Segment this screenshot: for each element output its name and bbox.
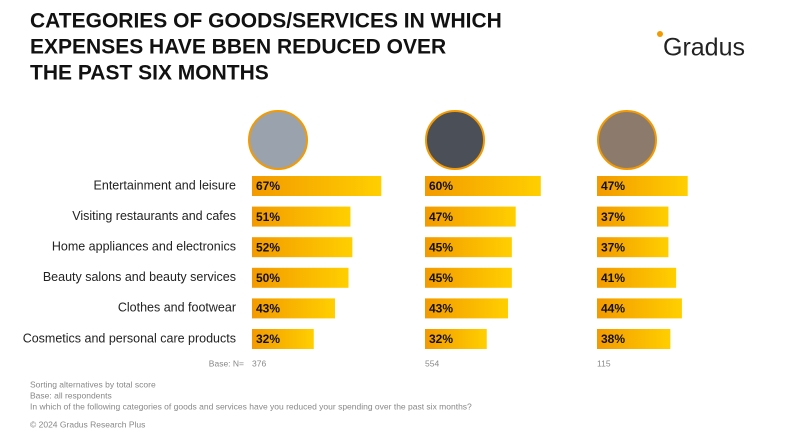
logo-text: Gradus [663, 34, 745, 62]
value-label: 37% [601, 210, 625, 224]
base-n: 115 [597, 358, 611, 368]
value-label: 67% [256, 179, 280, 193]
bar [252, 176, 382, 196]
bar [597, 267, 677, 288]
bar [425, 267, 512, 288]
avatar [248, 110, 308, 170]
title-line: CATEGORIES OF GOODS/SERVICES IN WHICH [30, 10, 502, 33]
value-label: 50% [256, 271, 280, 285]
base-label: Base: N= [209, 358, 244, 368]
value-label: 45% [429, 271, 453, 285]
value-label: 32% [429, 332, 453, 346]
value-label: 52% [256, 240, 280, 254]
category-label: Home appliances and electronics [52, 239, 236, 253]
bar [425, 237, 512, 258]
bar [597, 206, 669, 227]
category-label: Clothes and footwear [118, 301, 236, 315]
copyright: © 2024 Gradus Research Plus [30, 419, 145, 429]
category-label: Cosmetics and personal care products [23, 331, 236, 345]
title-line: THE PAST SIX MONTHS [30, 62, 269, 85]
bar [597, 176, 688, 196]
bar [252, 267, 349, 288]
title-line: EXPENSES HAVE BBEN REDUCED OVER [30, 36, 446, 59]
footnote: In which of the following categories of … [30, 401, 472, 411]
footnote: Sorting alternatives by total score [30, 379, 156, 389]
avatar [425, 110, 485, 170]
bar [252, 206, 351, 227]
value-label: 43% [256, 302, 280, 316]
bar [597, 329, 671, 349]
value-label: 51% [256, 210, 280, 224]
category-label: Entertainment and leisure [94, 178, 236, 192]
footnote: Base: all respondents [30, 390, 112, 400]
avatar [597, 110, 657, 170]
logo: Gradus [657, 31, 745, 62]
avatars [248, 110, 657, 170]
bar [425, 206, 516, 227]
value-label: 47% [601, 179, 625, 193]
value-label: 45% [429, 240, 453, 254]
value-label: 38% [601, 332, 625, 346]
base-n: 554 [425, 358, 439, 368]
value-label: 41% [601, 271, 625, 285]
bar [252, 298, 335, 319]
bar [252, 329, 314, 349]
value-label: 44% [601, 302, 625, 316]
value-label: 47% [429, 210, 453, 224]
bar [425, 329, 487, 349]
bar [425, 176, 541, 196]
category-label: Beauty salons and beauty services [43, 270, 236, 284]
bar [597, 298, 682, 319]
base-n: 376 [252, 358, 266, 368]
value-label: 43% [429, 302, 453, 316]
logo-dot [657, 31, 663, 37]
bar [597, 237, 669, 258]
bar [252, 237, 353, 258]
value-label: 32% [256, 332, 280, 346]
bar [425, 298, 508, 319]
category-label: Visiting restaurants and cafes [72, 209, 236, 223]
value-label: 60% [429, 179, 453, 193]
value-label: 37% [601, 240, 625, 254]
